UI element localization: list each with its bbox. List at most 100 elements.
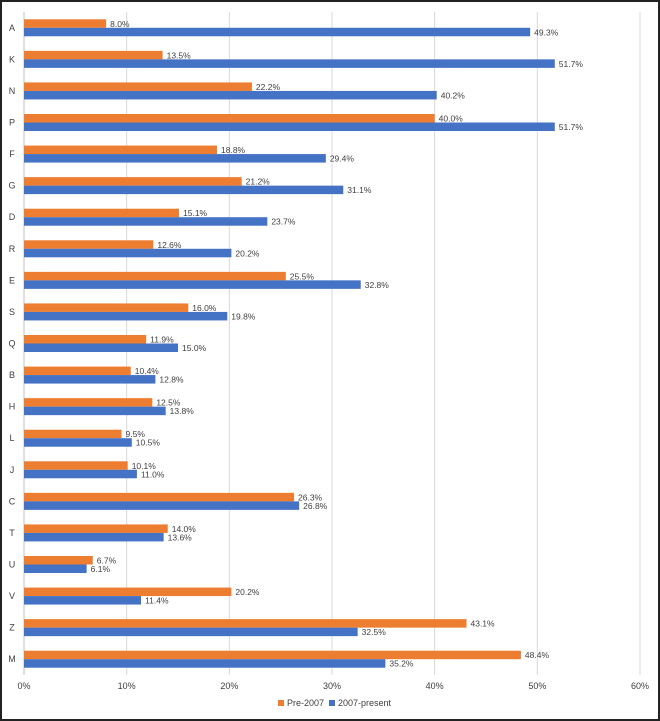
- data-label: 16.0%: [192, 303, 217, 313]
- bar-pre-2007: [24, 492, 295, 502]
- bar-2007-present: [24, 59, 555, 68]
- bar-pre-2007: [24, 82, 252, 91]
- data-label: 26.8%: [303, 501, 328, 511]
- bar-2007-present: [24, 185, 344, 195]
- bar-pre-2007: [24, 335, 147, 344]
- bar-pre-2007: [24, 303, 189, 312]
- bar-pre-2007: [24, 461, 128, 470]
- category-label: C: [9, 496, 16, 506]
- bar-2007-present: [24, 122, 555, 131]
- bar-pre-2007: [24, 50, 163, 60]
- data-label: 40.0%: [439, 114, 464, 124]
- bar-2007-present: [24, 532, 164, 542]
- data-label: 8.0%: [110, 19, 130, 29]
- data-label: 20.2%: [235, 587, 260, 597]
- category-label: J: [10, 465, 15, 475]
- bar-pre-2007: [24, 366, 131, 376]
- data-label: 11.9%: [150, 335, 174, 345]
- bar-pre-2007: [24, 587, 232, 597]
- category-label: Z: [9, 623, 15, 633]
- legend-swatch-2007-present: [329, 700, 335, 706]
- bar-2007-present: [24, 27, 531, 37]
- data-label: 15.0%: [182, 343, 207, 353]
- category-label: V: [9, 591, 15, 601]
- data-label: 19.8%: [231, 311, 256, 321]
- x-tick-label: 60%: [631, 681, 649, 691]
- data-label: 26.3%: [298, 492, 323, 502]
- bar-2007-present: [24, 343, 178, 352]
- bar-2007-present: [24, 596, 142, 605]
- category-label: K: [9, 54, 15, 64]
- category-label: M: [8, 654, 16, 664]
- data-label: 15.1%: [183, 208, 208, 218]
- data-label: 6.1%: [91, 564, 111, 574]
- data-label: 51.7%: [559, 59, 584, 69]
- bar-pre-2007: [24, 398, 153, 407]
- data-label: 11.0%: [141, 469, 165, 479]
- data-label: 22.2%: [256, 82, 281, 92]
- category-label: R: [9, 244, 16, 254]
- data-label: 25.5%: [290, 271, 315, 281]
- bar-2007-present: [24, 248, 232, 258]
- category-label: N: [9, 86, 16, 96]
- category-label: S: [9, 307, 15, 317]
- category-label: H: [9, 402, 16, 412]
- data-label: 21.2%: [246, 177, 271, 187]
- data-label: 12.8%: [159, 375, 184, 385]
- data-label: 40.2%: [441, 90, 466, 100]
- category-label: L: [9, 433, 14, 443]
- data-label: 18.8%: [221, 145, 246, 155]
- category-label: Q: [8, 339, 15, 349]
- bar-2007-present: [24, 311, 228, 321]
- bar-2007-present: [24, 375, 156, 384]
- bar-pre-2007: [24, 240, 154, 249]
- data-label: 13.5%: [167, 50, 192, 60]
- bar-pre-2007: [24, 114, 435, 123]
- x-tick-label: 0%: [17, 681, 30, 691]
- category-label: F: [9, 149, 15, 159]
- bar-2007-present: [24, 469, 137, 479]
- bar-2007-present: [24, 659, 386, 668]
- data-label: 31.1%: [347, 185, 372, 195]
- category-label: U: [9, 560, 16, 570]
- data-label: 32.8%: [365, 280, 390, 290]
- data-label: 11.4%: [145, 596, 169, 606]
- data-label: 10.4%: [135, 366, 160, 376]
- data-label: 6.7%: [97, 556, 117, 566]
- data-label: 13.6%: [168, 532, 193, 542]
- data-label: 43.1%: [470, 619, 495, 629]
- data-label: 13.8%: [170, 406, 195, 416]
- bar-pre-2007: [24, 271, 286, 281]
- data-label: 29.4%: [330, 154, 355, 164]
- data-label: 9.5%: [126, 429, 146, 439]
- bar-pre-2007: [24, 556, 93, 565]
- category-label: D: [9, 212, 16, 222]
- category-label: A: [9, 23, 15, 33]
- x-tick-label: 20%: [220, 681, 238, 691]
- legend-label: Pre-2007: [287, 698, 324, 708]
- category-label: T: [9, 528, 15, 538]
- data-label: 12.6%: [157, 240, 182, 250]
- legend-swatch-pre-2007: [278, 700, 284, 706]
- bar-2007-present: [24, 406, 166, 416]
- x-tick-label: 30%: [323, 681, 341, 691]
- bar-pre-2007: [24, 208, 180, 218]
- bar-2007-present: [24, 217, 268, 226]
- data-label: 49.3%: [534, 27, 559, 37]
- bar-2007-present: [24, 627, 358, 637]
- bar-2007-present: [24, 501, 300, 510]
- data-label: 48.4%: [525, 650, 550, 660]
- data-label: 20.2%: [235, 248, 260, 258]
- x-tick-label: 40%: [426, 681, 444, 691]
- data-label: 12.5%: [156, 398, 181, 408]
- bar-pre-2007: [24, 177, 242, 186]
- category-label: B: [9, 370, 15, 380]
- bar-pre-2007: [24, 19, 107, 28]
- x-tick-label: 50%: [528, 681, 546, 691]
- x-tick-label: 10%: [118, 681, 136, 691]
- bar-2007-present: [24, 438, 132, 447]
- data-label: 10.1%: [132, 461, 157, 471]
- bar-pre-2007: [24, 524, 168, 533]
- data-label: 10.5%: [136, 438, 161, 448]
